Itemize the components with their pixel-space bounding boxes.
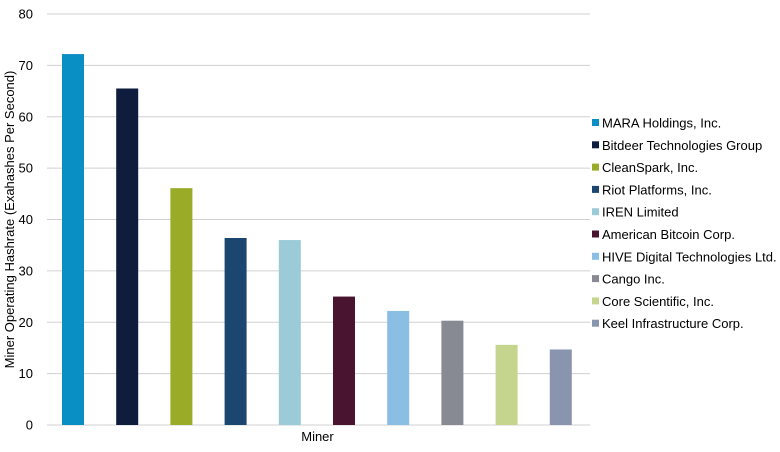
legend-label: American Bitcoin Corp. xyxy=(602,227,735,242)
legend-item: HIVE Digital Technologies Ltd. xyxy=(592,249,777,264)
legend-item: CleanSpark, Inc. xyxy=(592,160,698,175)
legend-swatch xyxy=(592,319,599,327)
legend-item: Cango Inc. xyxy=(592,272,665,287)
bar xyxy=(170,188,193,425)
legend-swatch xyxy=(592,297,599,305)
bar xyxy=(387,310,410,425)
y-tick-label: 20 xyxy=(19,315,33,330)
y-tick-label: 10 xyxy=(19,366,33,381)
bar xyxy=(62,54,84,425)
legend-swatch xyxy=(592,185,599,193)
y-tick-label: 80 xyxy=(19,7,33,22)
y-tick-label: 70 xyxy=(19,58,33,73)
bars xyxy=(62,54,572,426)
legend-swatch xyxy=(592,163,599,171)
legend-swatch xyxy=(592,275,599,283)
legend-item: Keel Infrastructure Corp. xyxy=(592,316,744,331)
legend-label: HIVE Digital Technologies Ltd. xyxy=(602,249,777,264)
bar xyxy=(549,349,572,425)
y-axis-title: Miner Operating Hashrate (Exahashes Per … xyxy=(2,71,17,369)
bar xyxy=(333,296,355,425)
legend-label: Core Scientific, Inc. xyxy=(602,294,714,309)
legend-label: Riot Platforms, Inc. xyxy=(602,182,712,197)
x-axis-title: Miner xyxy=(301,429,334,444)
y-tick-label: 50 xyxy=(19,161,33,176)
legend-label: MARA Holdings, Inc. xyxy=(602,116,721,131)
y-tick-label: 30 xyxy=(19,263,33,278)
bar xyxy=(441,320,464,425)
legend-item: Bitdeer Technologies Group xyxy=(592,138,762,153)
y-tick-label: 60 xyxy=(19,109,33,124)
legend-label: Keel Infrastructure Corp. xyxy=(602,316,744,331)
y-tick-label: 0 xyxy=(26,418,33,433)
legend-label: Cango Inc. xyxy=(602,272,665,287)
y-axis-ticks: 0 10 20 30 40 50 60 70 80 xyxy=(19,7,33,433)
legend-swatch xyxy=(592,119,599,126)
bar xyxy=(116,88,139,426)
legend-item: MARA Holdings, Inc. xyxy=(592,116,721,131)
bar xyxy=(224,237,247,425)
y-tick-label: 40 xyxy=(19,212,33,227)
legend-item: Core Scientific, Inc. xyxy=(592,294,714,309)
legend: MARA Holdings, Inc. Bitdeer Technologies … xyxy=(592,116,777,331)
legend-item: IREN Limited xyxy=(592,205,679,220)
bar xyxy=(495,344,518,425)
legend-label: CleanSpark, Inc. xyxy=(602,160,698,175)
legend-swatch xyxy=(592,252,599,260)
legend-label: Bitdeer Technologies Group xyxy=(602,138,762,153)
legend-label: IREN Limited xyxy=(602,205,679,220)
legend-item: American Bitcoin Corp. xyxy=(592,227,735,242)
legend-swatch xyxy=(592,141,599,149)
legend-item: Riot Platforms, Inc. xyxy=(592,182,712,197)
legend-swatch xyxy=(592,230,599,238)
legend-swatch xyxy=(592,208,599,216)
bar xyxy=(278,240,301,425)
